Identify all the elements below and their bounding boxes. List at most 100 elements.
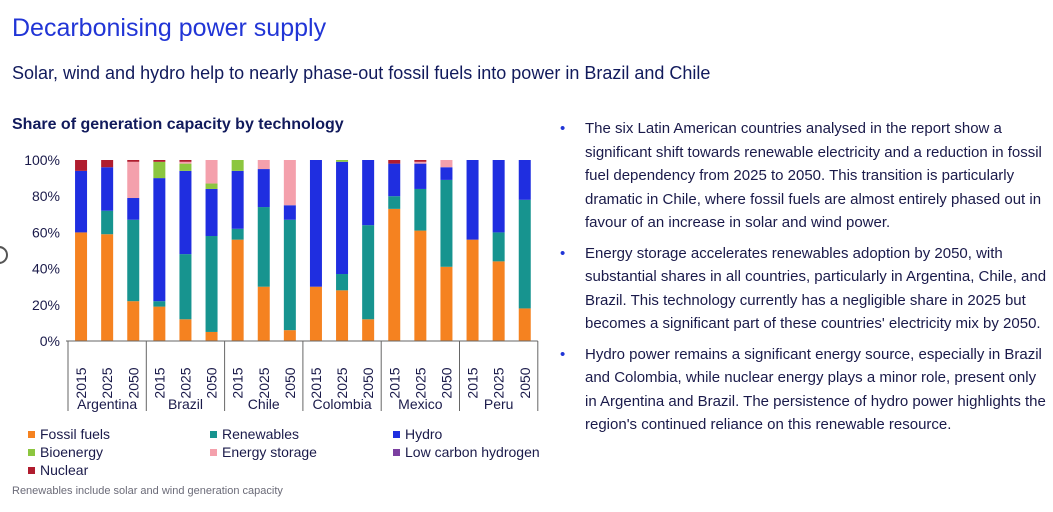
y-tick-label: 40% [32,261,60,277]
bar-segment [127,198,140,220]
bullet-list: • The six Latin American countries analy… [560,117,1050,444]
group-label: Colombia [312,396,371,412]
bar-segment [440,160,453,168]
legend-swatch [28,448,35,456]
bar-segment [440,266,453,341]
x-tick-label: 2025 [334,367,350,398]
x-tick-label: 2025 [177,367,193,398]
legend-swatch [210,430,217,438]
bullet-item: • Energy storage accelerates renewables … [560,242,1050,336]
bar-segment [127,160,140,162]
y-tick-label: 0% [40,333,60,349]
bar-segment [179,170,192,255]
x-tick-label: 2025 [491,367,507,398]
bar-segment [101,160,114,168]
bar-segment [179,163,192,171]
group-label: Brazil [168,396,203,412]
legend-label: Low carbon hydrogen [405,444,540,460]
bar-segment [179,160,192,162]
bar-segment [257,160,270,170]
bar-segment [414,161,427,164]
x-tick-label: 2015 [73,367,89,398]
group-label: Chile [248,396,280,412]
legend-label: Nuclear [40,462,89,478]
group-label: Peru [484,396,514,412]
bar-segment [336,160,349,162]
bar-segment [231,228,244,240]
bullet-dot-icon: • [560,120,566,137]
legend-item: Bioenergy [28,444,103,460]
bar-segment [309,286,322,341]
bar-segment [231,170,244,229]
bar-segment [518,199,531,309]
y-tick-label: 80% [32,188,60,204]
x-tick-label: 2050 [282,367,298,398]
x-tick-label: 2050 [438,367,454,398]
bar-segment [101,234,114,341]
bullet-item: • Hydro power remains a significant ener… [560,343,1050,437]
bar-segment [257,286,270,341]
bar-segment [283,160,296,206]
bar-segment [231,160,244,171]
bar-segment [127,161,140,199]
bar-segment [440,167,453,180]
x-tick-label: 2050 [125,367,141,398]
bar-segment [440,179,453,267]
chart-note: Renewables include solar and wind genera… [12,485,283,497]
legend-label: Fossil fuels [40,426,111,442]
bar-segment [153,160,166,162]
legend-label: Energy storage [222,444,317,460]
bar-segment [466,239,479,341]
legend-item: Fossil fuels [28,426,110,442]
bar-segment [205,183,218,189]
x-tick-label: 2015 [386,367,402,398]
legend-swatch [393,430,400,438]
bar-segment [283,330,296,341]
group-label: Mexico [398,396,443,412]
legend-item: Energy storage [210,444,317,460]
x-tick-label: 2015 [308,367,324,398]
legend-item: Hydro [393,426,442,442]
bar-segment [414,188,427,231]
bar-segment [257,169,270,208]
bar-segment [414,160,427,162]
x-tick-label: 2025 [99,367,115,398]
legend-swatch [393,448,400,456]
bar-segment [283,205,296,220]
bar-segment [75,232,88,341]
bar-segment [388,163,401,197]
stacked-bar-chart: 0% 20% 40% 60% 80% 100% 2015 2025 2050 2015 2025 20… [24,152,539,412]
chart-title: Share of generation capacity by technolo… [12,116,344,133]
legend-swatch [28,430,35,438]
bar-segment [179,161,192,164]
bar-segment [231,239,244,341]
bar-segment [127,301,140,341]
legend-swatch [28,466,35,474]
x-tick-label: 2025 [412,367,428,398]
bar-segment [153,301,166,307]
bar-segment [388,160,401,164]
y-tick-label: 60% [32,224,60,240]
x-tick-label: 2015 [230,367,246,398]
bar-segment [153,306,166,341]
bar-segment [75,160,88,171]
bar-segment [101,167,114,211]
bar-segment [414,230,427,341]
group-label: Argentina [77,396,137,412]
bar-segment [388,208,401,341]
x-tick-label: 2025 [256,367,272,398]
legend-label: Bioenergy [40,444,104,460]
bar-segment [179,254,192,320]
x-tick-label: 2015 [151,367,167,398]
bar-segment [153,178,166,302]
bar-segment [179,319,192,341]
y-tick-label: 20% [32,297,60,313]
bar-segment [362,319,375,341]
bar-segment [492,261,505,341]
bar-segment [153,161,166,179]
bar-segment [127,219,140,302]
bar-segment [336,274,349,291]
x-tick-label: 2050 [517,367,533,398]
bar-segment [336,290,349,341]
y-tick-label: 100% [24,152,60,168]
